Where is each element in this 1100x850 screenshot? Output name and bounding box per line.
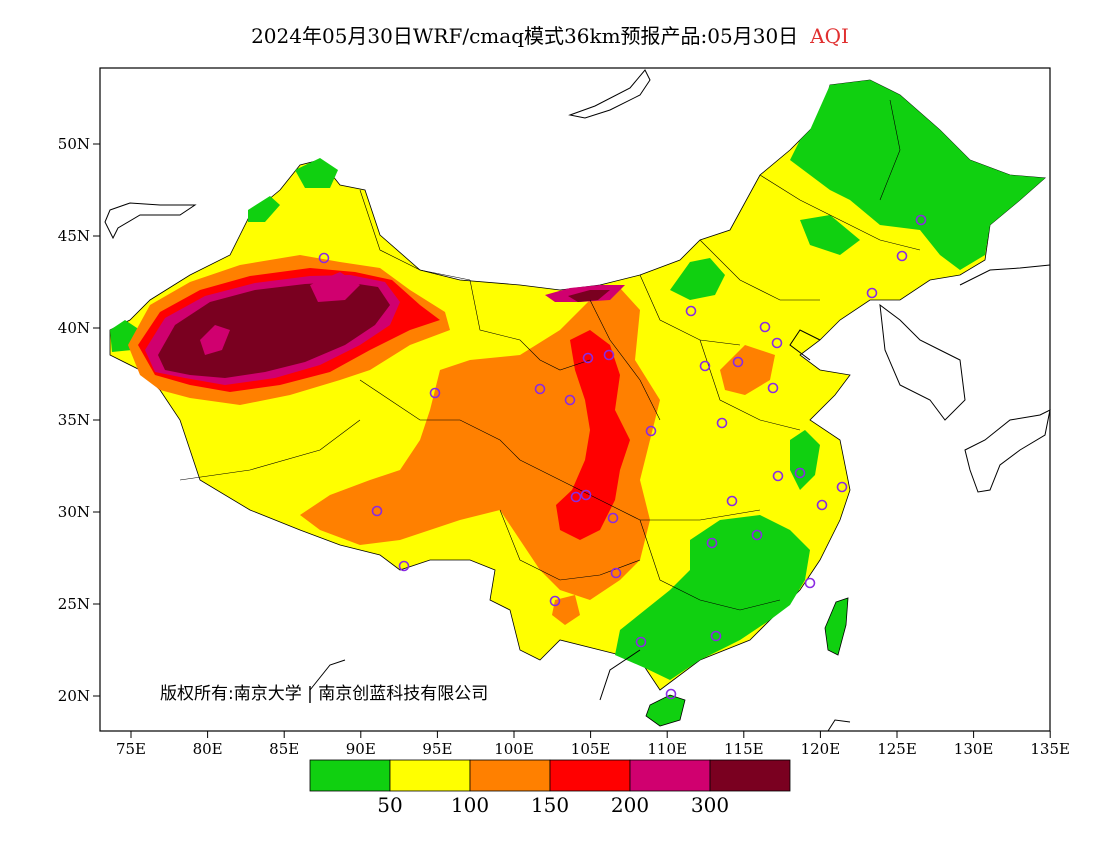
circle-station-icon [580, 489, 592, 501]
circle-station-icon [772, 470, 784, 482]
station-markers [318, 214, 927, 700]
legend-swatch [629, 759, 711, 792]
legend-swatch [469, 759, 551, 792]
circle-station-icon [804, 577, 816, 589]
y-tick-label: 50N [58, 135, 90, 153]
circle-station-icon [732, 356, 744, 368]
x-tick-label: 125E [877, 740, 917, 758]
x-tick-label: 115E [724, 740, 764, 758]
circle-station-icon [645, 425, 657, 437]
circle-station-icon [665, 688, 677, 700]
circle-station-icon [699, 360, 711, 372]
circle-station-icon [610, 567, 622, 579]
legend-label: 100 [451, 793, 489, 817]
circle-station-icon [896, 250, 908, 262]
circle-station-icon [816, 499, 828, 511]
circle-station-icon [767, 382, 779, 394]
region-maroon-ningxia [568, 290, 610, 302]
x-tick-label: 95E [422, 740, 452, 758]
circle-station-icon [549, 595, 561, 607]
circle-station-icon [371, 505, 383, 517]
copyright-text: 版权所有:南京大学 | 南京创蓝科技有限公司 [160, 684, 489, 704]
circle-station-icon [398, 560, 410, 572]
legend-label: 150 [531, 793, 569, 817]
circle-station-icon [607, 512, 619, 524]
circle-station-icon [429, 387, 441, 399]
circle-station-icon [866, 287, 878, 299]
region-taiwan [824, 597, 849, 656]
circle-station-icon [771, 337, 783, 349]
circle-station-icon [716, 417, 728, 429]
circle-station-icon [706, 537, 718, 549]
circle-station-icon [582, 352, 594, 364]
circle-station-icon [726, 495, 738, 507]
circle-station-icon [635, 636, 647, 648]
legend-swatch [309, 759, 391, 792]
x-tick-label: 120E [801, 740, 841, 758]
x-tick-label: 100E [494, 740, 534, 758]
legend-label: 300 [691, 793, 729, 817]
region-green-hebei [800, 215, 860, 255]
title-variable: AQI [810, 24, 849, 48]
legend-swatch [389, 759, 471, 792]
y-tick-label: 45N [58, 227, 90, 245]
y-tick-label: 40N [58, 319, 90, 337]
region-orange-plain [720, 345, 775, 395]
region-green-south [615, 515, 810, 680]
legend-label: 50 [377, 793, 402, 817]
map-border [99, 67, 1051, 732]
legend-swatch [549, 759, 631, 792]
region-maroon-tarim [158, 282, 390, 378]
aqi-legend: 50 100 150 200 300 [309, 759, 791, 817]
region-magenta-north [310, 272, 360, 302]
y-axis: 50N 45N 40N 35N 30N 25N 20N [58, 135, 100, 705]
x-axis: 75E 80E 85E 90E 95E 100E 105E 110E 115E 120E 125E 1… [116, 731, 1070, 758]
province-borders [179, 99, 921, 611]
y-tick-label: 35N [58, 411, 90, 429]
y-tick-label: 25N [58, 595, 90, 613]
region-green-altai [295, 158, 338, 188]
coastlines [104, 69, 1051, 732]
x-tick-label: 110E [647, 740, 687, 758]
region-green-northeast [790, 80, 1045, 270]
circle-station-icon [915, 214, 927, 226]
circle-station-icon [794, 467, 806, 479]
y-tick-label: 20N [58, 687, 90, 705]
map-title: 2024年05月30日WRF/cmaq模式36km预报产品:05月30日 AQI [0, 20, 1100, 49]
region-magenta-streak [200, 325, 230, 355]
circle-station-icon [759, 321, 771, 333]
circle-station-icon [836, 481, 848, 493]
region-hainan [645, 694, 686, 727]
legend-label: 200 [611, 793, 649, 817]
circle-station-icon [564, 394, 576, 406]
circle-station-icon [318, 252, 330, 264]
circle-station-icon [534, 383, 546, 395]
circle-station-icon [710, 630, 722, 642]
title-text: 2024年05月30日WRF/cmaq模式36km预报产品:05月30日 [251, 24, 799, 48]
region-green-neimeng [670, 258, 725, 300]
region-green-anhui [790, 430, 820, 490]
x-tick-label: 90E [346, 740, 376, 758]
legend-swatch [709, 759, 791, 792]
x-tick-label: 105E [571, 740, 611, 758]
x-tick-label: 80E [193, 740, 223, 758]
circle-station-icon [685, 305, 697, 317]
circle-station-icon [570, 491, 582, 503]
circle-station-icon [603, 349, 615, 361]
y-tick-label: 30N [58, 503, 90, 521]
x-tick-label: 75E [116, 740, 146, 758]
x-tick-label: 135E [1030, 740, 1070, 758]
x-tick-label: 130E [954, 740, 994, 758]
x-tick-label: 85E [269, 740, 299, 758]
circle-station-icon [751, 529, 763, 541]
region-green-xj-north [248, 196, 280, 222]
